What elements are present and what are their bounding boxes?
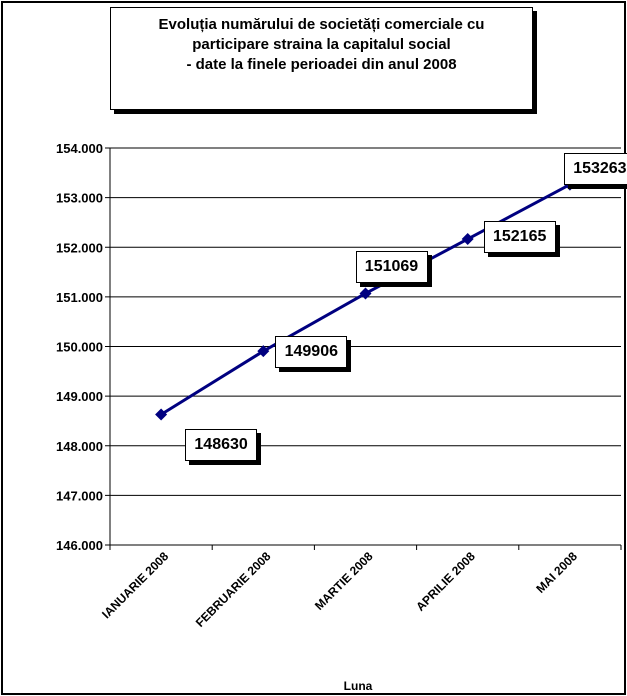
y-tick-label: 149.000 <box>56 389 103 404</box>
data-point-marker <box>155 408 168 421</box>
data-label: 149906 <box>275 336 348 369</box>
data-point-marker <box>359 287 372 300</box>
data-label: 152165 <box>483 221 556 254</box>
data-point-marker <box>257 345 270 358</box>
gridlines <box>110 147 621 546</box>
axes <box>105 147 622 550</box>
x-tick-label: MARTIE 2008 <box>312 549 376 613</box>
data-label: 148630 <box>185 429 258 462</box>
y-tick-labels: 146.000 147.000 148.000 149.000 150.000 151.0… <box>56 141 103 553</box>
y-tick-label: 146.000 <box>56 538 103 553</box>
chart-title-box: Evoluția numărului de societăți comercia… <box>110 7 533 110</box>
x-tick-label: MAI 2008 <box>533 549 580 596</box>
y-tick-label: 153.000 <box>56 191 103 206</box>
data-label: 151069 <box>355 251 428 284</box>
x-tick-labels: IANUARIE 2008 FEBRUARIE 2008 MARTIE 2008 AP… <box>99 549 580 630</box>
series-layer <box>155 178 576 421</box>
chart-title-line-2: participare straina la capitalul social <box>192 36 451 53</box>
data-label: 153263 <box>563 152 627 185</box>
y-tick-label: 148.000 <box>56 439 103 454</box>
chart-title-line-3: - date la finele perioadei din anul 2008 <box>186 56 457 73</box>
y-tick-label: 147.000 <box>56 488 103 503</box>
x-axis-label: Luna <box>344 679 373 693</box>
chart-title-line-1: Evoluția numărului de societăți comercia… <box>158 16 485 33</box>
x-tick-label: IANUARIE 2008 <box>99 549 171 621</box>
y-tick-label: 150.000 <box>56 340 103 355</box>
x-tick-label: APRILIE 2008 <box>413 549 478 614</box>
y-tick-label: 154.000 <box>56 141 103 156</box>
y-tick-label: 151.000 <box>56 290 103 305</box>
series-line <box>160 183 571 416</box>
data-point-marker <box>461 233 474 246</box>
y-tick-label: 152.000 <box>56 240 103 255</box>
x-tick-label: FEBRUARIE 2008 <box>193 549 274 630</box>
